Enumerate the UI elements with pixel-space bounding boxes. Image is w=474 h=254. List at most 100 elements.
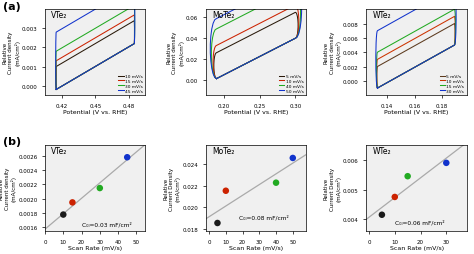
- 45 mV/s: [93, 8, 99, 11]
- 15 mV/s: [73, 77, 79, 80]
- Text: MoTe₂: MoTe₂: [212, 11, 234, 20]
- 15 mV/s: [374, 87, 380, 90]
- 10 mV/s: [54, 89, 59, 92]
- Text: WTe₂: WTe₂: [373, 11, 391, 20]
- Point: [443, 161, 450, 165]
- 5 mV/s: [255, 31, 261, 34]
- 10 mV/s: [131, 20, 137, 23]
- 15 mV/s: [429, 57, 435, 60]
- 40 mV/s: [234, 68, 239, 71]
- 10 mV/s: [255, 24, 261, 27]
- 50 mV/s: [280, 44, 286, 47]
- X-axis label: Potential (V vs. RHE): Potential (V vs. RHE): [384, 110, 449, 115]
- Line: 30 mV/s: 30 mV/s: [56, 6, 135, 90]
- X-axis label: Scan Rate (mV/s): Scan Rate (mV/s): [229, 245, 283, 250]
- 10 mV/s: [93, 42, 99, 45]
- Line: 5 mV/s: 5 mV/s: [377, 24, 455, 89]
- Line: 45 mV/s: 45 mV/s: [55, 0, 135, 90]
- 5 mV/s: [374, 87, 380, 90]
- 45 mV/s: [94, 8, 100, 11]
- 10 mV/s: [414, 37, 419, 40]
- 10 mV/s: [452, 16, 457, 19]
- 45 mV/s: [73, 77, 79, 80]
- X-axis label: Scan Rate (mV/s): Scan Rate (mV/s): [390, 245, 444, 250]
- 15 mV/s: [414, 30, 419, 33]
- 30 mV/s: [73, 77, 79, 80]
- 15 mV/s: [54, 89, 59, 92]
- Legend: 5 mV/s, 10 mV/s, 40 mV/s, 50 mV/s: 5 mV/s, 10 mV/s, 40 mV/s, 50 mV/s: [279, 74, 304, 93]
- Point: [391, 195, 399, 199]
- Legend: 10 mV/s, 15 mV/s, 30 mV/s, 45 mV/s: 10 mV/s, 15 mV/s, 30 mV/s, 45 mV/s: [118, 74, 143, 93]
- 10 mV/s: [254, 24, 260, 27]
- 10 mV/s: [110, 33, 116, 36]
- 15 mV/s: [452, 9, 457, 12]
- Line: 40 mV/s: 40 mV/s: [211, 0, 301, 79]
- 15 mV/s: [119, 50, 125, 53]
- Point: [214, 221, 221, 225]
- 15 mV/s: [131, 14, 137, 17]
- 15 mV/s: [108, 57, 113, 60]
- 45 mV/s: [54, 89, 59, 92]
- Text: C₀ₗ=0.03 mF/cm²: C₀ₗ=0.03 mF/cm²: [82, 221, 131, 226]
- 10 mV/s: [108, 57, 113, 60]
- 10 mV/s: [234, 68, 239, 71]
- 15 mV/s: [374, 87, 380, 90]
- 5 mV/s: [234, 68, 239, 71]
- 40 mV/s: [280, 44, 286, 47]
- 5 mV/s: [268, 50, 274, 53]
- 50 mV/s: [214, 78, 219, 81]
- 5 mV/s: [394, 76, 400, 79]
- 45 mV/s: [54, 89, 59, 92]
- 10 mV/s: [214, 78, 219, 81]
- Line: 10 mV/s: 10 mV/s: [213, 6, 299, 79]
- Legend: 5 mV/s, 10 mV/s, 15 mV/s, 30 mV/s: 5 mV/s, 10 mV/s, 15 mV/s, 30 mV/s: [439, 74, 465, 93]
- 30 mV/s: [110, 18, 116, 21]
- Text: (a): (a): [3, 2, 20, 11]
- Y-axis label: Relative
Current Density
(mA/cm²): Relative Current Density (mA/cm²): [163, 167, 181, 210]
- 40 mV/s: [254, 8, 260, 11]
- 10 mV/s: [374, 87, 380, 90]
- 10 mV/s: [268, 50, 274, 53]
- 40 mV/s: [268, 50, 274, 53]
- 30 mV/s: [374, 87, 380, 90]
- 10 mV/s: [54, 89, 59, 92]
- Point: [289, 156, 297, 160]
- Point: [404, 174, 411, 179]
- X-axis label: Scan Rate (mV/s): Scan Rate (mV/s): [68, 245, 122, 250]
- Text: C₀ₗ=0.08 mF/cm²: C₀ₗ=0.08 mF/cm²: [239, 214, 289, 220]
- 5 mV/s: [414, 44, 419, 47]
- 30 mV/s: [429, 57, 435, 60]
- 5 mV/s: [214, 78, 219, 81]
- Text: WTe₂: WTe₂: [373, 146, 391, 155]
- 10 mV/s: [430, 28, 436, 31]
- 5 mV/s: [292, 12, 298, 15]
- Line: 50 mV/s: 50 mV/s: [210, 0, 301, 79]
- 30 mV/s: [54, 89, 59, 92]
- 30 mV/s: [414, 8, 419, 11]
- 10 mV/s: [415, 36, 420, 39]
- Line: 15 mV/s: 15 mV/s: [376, 10, 456, 89]
- 5 mV/s: [214, 78, 219, 81]
- Y-axis label: Relative
Current density
(mA/cm²): Relative Current density (mA/cm²): [167, 32, 184, 74]
- Y-axis label: Relative
Current density
(mA/cm²): Relative Current density (mA/cm²): [0, 167, 17, 209]
- 30 mV/s: [94, 27, 100, 30]
- 10 mV/s: [429, 57, 435, 60]
- 45 mV/s: [110, 0, 116, 2]
- Y-axis label: Relative
Current density
(mA/cm²): Relative Current density (mA/cm²): [324, 32, 342, 74]
- 40 mV/s: [271, 0, 276, 2]
- Point: [60, 213, 67, 217]
- 10 mV/s: [119, 50, 125, 53]
- 30 mV/s: [108, 57, 113, 60]
- 40 mV/s: [214, 78, 219, 81]
- 30 mV/s: [54, 89, 59, 92]
- 15 mV/s: [394, 76, 400, 79]
- 5 mV/s: [374, 87, 380, 90]
- 10 mV/s: [374, 87, 380, 90]
- Line: 30 mV/s: 30 mV/s: [376, 0, 456, 89]
- 5 mV/s: [430, 35, 436, 38]
- 40 mV/s: [214, 78, 219, 81]
- Y-axis label: Relative
Current Density
(mA/cm²): Relative Current Density (mA/cm²): [324, 167, 342, 210]
- 10 mV/s: [280, 44, 286, 47]
- 10 mV/s: [214, 78, 219, 81]
- Y-axis label: Relative
Current density
(mA/cm²): Relative Current density (mA/cm²): [2, 32, 20, 74]
